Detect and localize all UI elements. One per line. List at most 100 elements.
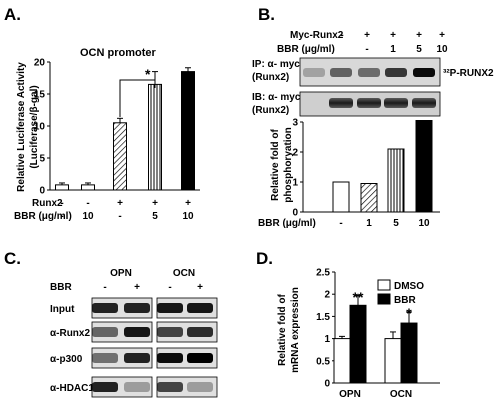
- panel-a-bar: [55, 184, 69, 191]
- panel-a-runx2-value: -: [86, 198, 89, 209]
- panel-a-bbr-value: 10: [182, 211, 194, 222]
- panel-d-legend-dmso-swatch: [377, 279, 391, 291]
- panel-b-x-value: 1: [366, 218, 372, 229]
- panel-c-blot-band: [157, 382, 183, 392]
- panel-c-row-label: α-p300: [50, 354, 83, 365]
- panel-b-header-value: -: [340, 30, 343, 41]
- panel-b-header-value: +: [390, 30, 396, 41]
- panel-b-header-value: -: [365, 44, 368, 55]
- panel-c-group-opn: OPN: [110, 268, 132, 279]
- panel-c-blot-band: [157, 353, 183, 363]
- panel-b-blot1-label-1: IP: α- myc: [252, 59, 300, 70]
- panel-a-runx2-value: +: [152, 198, 158, 209]
- panel-c-group-ocn: OCN: [173, 268, 195, 279]
- panel-a-significance-bracket: [119, 79, 156, 117]
- panel-b-x-value: 10: [418, 218, 430, 229]
- panel-b-header-value: 10: [436, 44, 448, 55]
- panel-d-ylabel-2: mRNA expression: [290, 287, 301, 373]
- panel-c-blot-band: [124, 382, 150, 392]
- panel-a-y-tick-label: 15: [34, 90, 46, 101]
- panel-a-bbr-value: 10: [82, 211, 94, 222]
- panel-c-row-label: α-HDAC1: [50, 383, 94, 394]
- panel-d-label: D.: [256, 249, 273, 268]
- panel-b-blot1-side-label: ³²P-RUNX2: [443, 68, 494, 79]
- panel-a-bar: [81, 184, 95, 191]
- panel-b-ylabel-1: Relative fold of: [270, 128, 281, 200]
- panel-a-runx2-value: -: [60, 198, 63, 209]
- panel-c-bbr-value: -: [103, 282, 106, 293]
- panel-b-blot1-band: [330, 68, 352, 77]
- panel-c-blot-band: [187, 353, 213, 363]
- panel-b-ylabel-2: phosphoryation: [283, 127, 294, 203]
- panel-b-bar: [387, 148, 405, 213]
- panel-d-legend-dmso-label: DMSO: [394, 281, 424, 292]
- panel-c-blot-rows: Input α-Runx2 α-p300 α-HDAC1: [50, 297, 218, 398]
- panel-a-ylabel-1: Relative Luciferase Activity: [16, 62, 27, 192]
- panel-c-blot-band: [92, 382, 118, 392]
- panel-a-y-tick-label: 5: [39, 154, 45, 165]
- panel-a-condition-rows: - - + + + - 10 - 5 10: [60, 198, 194, 222]
- panel-d-y-tick-label: 0.5: [316, 356, 330, 367]
- panel-b-blot1-band: [385, 68, 407, 77]
- panel-b-x-value: 5: [393, 218, 399, 229]
- panel-c-blot-band: [92, 327, 118, 337]
- panel-d-ylabel-1: Relative fold of: [277, 293, 288, 365]
- panel-a-y-tick-label: 0: [39, 186, 45, 197]
- panel-b-bars: [332, 120, 433, 213]
- panel-a-bar: [148, 83, 162, 191]
- panel-b-blot2-band: [412, 98, 436, 108]
- panel-b-bar: [415, 120, 433, 213]
- panel-d-y-tick-label: 2: [324, 290, 330, 301]
- panel-d-bars: [333, 295, 418, 384]
- panel-a-bar: [113, 122, 127, 191]
- panel-d-sig-opn: **: [353, 289, 364, 305]
- panel-d-legend-bbr-swatch: [377, 293, 391, 305]
- panel-b-blot2-label-1: IB: α- myc: [252, 92, 301, 103]
- panel-a-row2-name: BBR (μg/ml): [14, 211, 72, 222]
- panel-c-blot-band: [187, 303, 213, 313]
- panel-c-label: C.: [4, 249, 21, 268]
- panel-a-runx2-value: +: [185, 198, 191, 209]
- panel-b-bar: [360, 183, 378, 213]
- panel-b-bar: [332, 181, 350, 213]
- panel-a-y-tick-label: 20: [34, 58, 46, 69]
- panel-a-y-tick-label: 10: [34, 122, 46, 133]
- panel-c-bbr-value: +: [134, 282, 140, 293]
- panel-b-blot2-bands: [329, 98, 436, 108]
- panel-d-y-tick-label: 0: [324, 379, 330, 390]
- panel-c-blot-band: [124, 327, 150, 337]
- panel-a-bbr-value: -: [118, 211, 121, 222]
- panel-b-blot2-label-2: (Runx2): [252, 105, 289, 116]
- panel-b-xlabel-name: BBR (μg/ml): [258, 218, 316, 229]
- panel-b-blot2-band: [329, 98, 353, 108]
- panel-a-bbr-value: 5: [152, 211, 158, 222]
- panel-c-bbr-name: BBR: [50, 282, 72, 293]
- panel-b-header-value: +: [416, 30, 422, 41]
- panel-b-blot2-band: [357, 98, 381, 108]
- panel-a-ylabel-2: (Luciferase/β-gal): [29, 85, 40, 168]
- panel-d-category-label: OCN: [390, 389, 412, 400]
- panel-b-label: B.: [258, 5, 275, 24]
- panel-d-bar-bbr: [400, 322, 418, 384]
- panel-b-row2-name: BBR (μg/ml): [277, 44, 335, 55]
- panel-b-header-value: +: [439, 30, 445, 41]
- panel-b-y-tick-label: 1: [292, 178, 298, 189]
- panel-a-runx2-value: +: [117, 198, 123, 209]
- panel-d-category-label: OPN: [339, 389, 361, 400]
- panel-c-blot-band: [92, 353, 118, 363]
- panel-c-bbr-value: -: [168, 282, 171, 293]
- panel-b-header-value: 1: [390, 44, 396, 55]
- panel-c-row-label: Input: [50, 304, 75, 315]
- panel-c-blot-band: [187, 327, 213, 337]
- panel-c-blot-band: [124, 353, 150, 363]
- panel-b-y-tick-label: 0: [292, 208, 298, 219]
- panel-c-blot-band: [92, 303, 118, 313]
- panel-d-y-tick-label: 1.5: [316, 312, 330, 323]
- panel-c-blot-band: [124, 303, 150, 313]
- panel-b-blot1-band: [413, 68, 435, 77]
- panel-a-bbr-value: -: [60, 211, 63, 222]
- panel-b-y-tick-label: 2: [292, 148, 298, 159]
- panel-b-blot1-label-2: (Runx2): [252, 72, 289, 83]
- panel-c-blot-band: [157, 327, 183, 337]
